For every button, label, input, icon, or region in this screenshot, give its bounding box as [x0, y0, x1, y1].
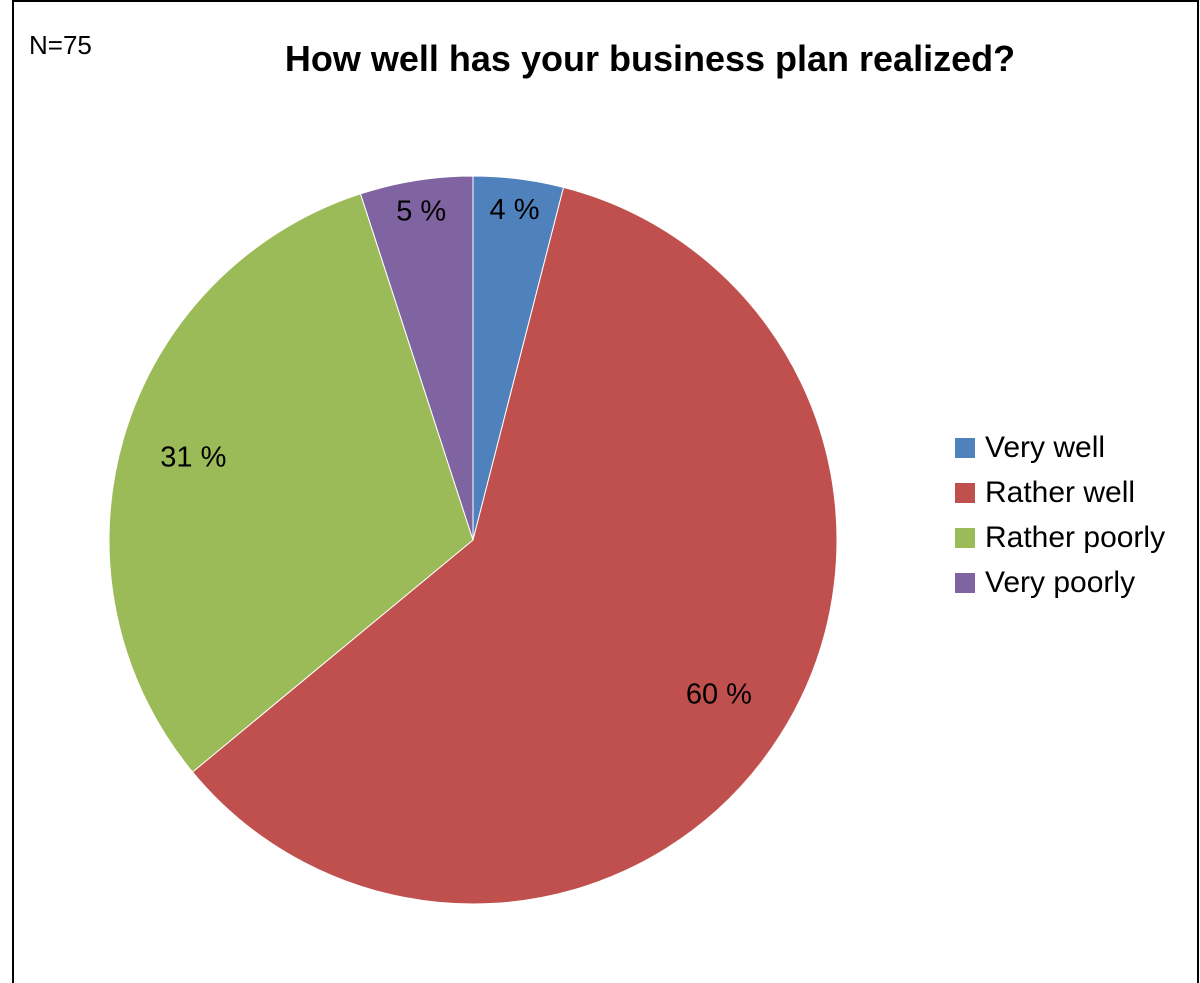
legend-item-very-well: Very well [955, 425, 1165, 470]
slice-label-rather-poorly: 31 % [160, 441, 226, 473]
slice-label-rather-well: 60 % [686, 679, 752, 711]
pie-slice-rather-well [191, 186, 838, 905]
pie-slice-rather-poorly [108, 193, 474, 773]
legend-label: Very poorly [985, 565, 1136, 599]
legend-item-rather-poorly: Rather poorly [955, 515, 1165, 560]
sample-size-note: N=75 [29, 30, 92, 60]
chart-legend: Very well Rather well Rather poorly Very po… [955, 425, 1165, 605]
pie-slice-very-poorly [359, 175, 474, 541]
legend-label: Very well [985, 430, 1106, 464]
legend-label: Rather well [985, 475, 1136, 509]
legend-item-rather-well: Rather well [955, 470, 1165, 515]
slice-label-very-well: 4 % [490, 194, 540, 226]
chart-title: How well has your business plan realized… [284, 38, 1016, 79]
legend-swatch [955, 437, 975, 458]
legend-item-very-poorly: Very poorly [955, 560, 1165, 605]
legend-swatch [955, 572, 975, 593]
pie-slices [108, 175, 838, 905]
legend-swatch [955, 482, 975, 503]
slice-labels: 4 % 60 % 31 % 5 % [160, 194, 752, 711]
legend-label: Rather poorly [985, 520, 1166, 554]
legend-swatch [955, 527, 975, 548]
slice-label-very-poorly: 5 % [396, 195, 446, 227]
